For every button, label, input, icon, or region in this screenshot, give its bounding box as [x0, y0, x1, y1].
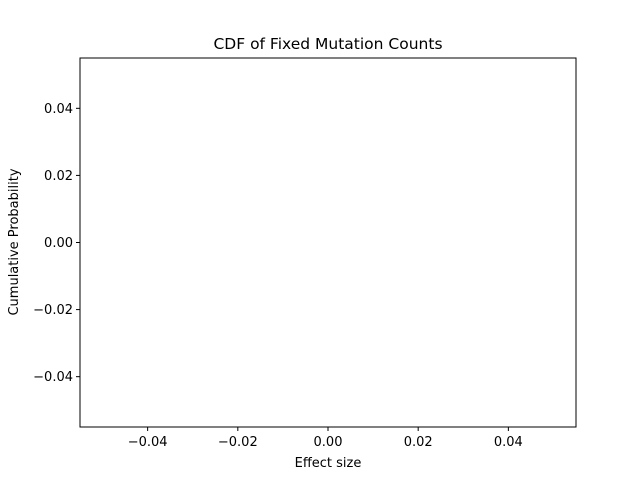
y-tick-label: −0.02 [33, 303, 73, 318]
y-tick-label: −0.04 [33, 370, 73, 385]
y-tick-label: 0.04 [44, 102, 73, 117]
x-axis-ticks: −0.04 −0.02 0.00 0.02 0.04 [128, 427, 523, 450]
x-tick-label: 0.04 [494, 435, 523, 450]
x-tick-label: −0.02 [218, 435, 258, 450]
x-tick-label: −0.04 [128, 435, 168, 450]
x-tick-label: 0.02 [404, 435, 433, 450]
y-axis-label: Cumulative Probability [7, 168, 22, 315]
y-tick-label: 0.00 [44, 236, 73, 251]
x-tick-label: 0.00 [314, 435, 343, 450]
y-tick-label: 0.02 [44, 169, 73, 184]
chart-title: CDF of Fixed Mutation Counts [213, 35, 442, 53]
x-axis-label: Effect size [295, 456, 362, 471]
y-axis-ticks: −0.04 −0.02 0.00 0.02 0.04 [33, 102, 80, 385]
